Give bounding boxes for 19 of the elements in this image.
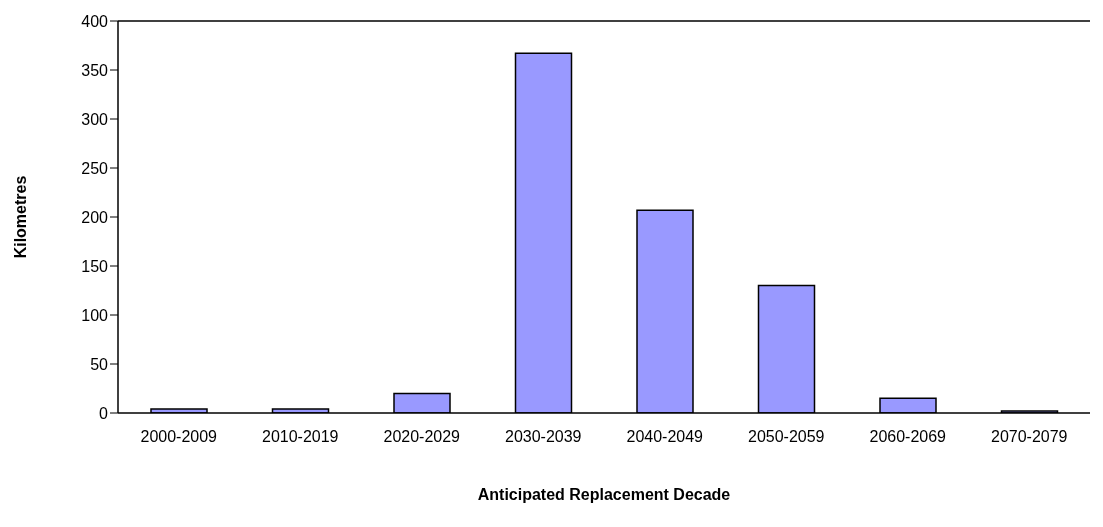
x-tick-label: 2050-2059 (747, 428, 825, 446)
x-tick-label: 2020-2029 (383, 428, 461, 446)
y-axis-title: Kilometres (11, 175, 29, 259)
y-tick-label: 350 (81, 61, 109, 79)
y-tick-label: 400 (81, 12, 109, 30)
y-tick-label: 50 (90, 355, 109, 373)
x-tick-label: 2040-2049 (626, 428, 704, 446)
x-tick-label: 2010-2019 (261, 428, 339, 446)
x-tick-label: 2000-2009 (140, 428, 218, 446)
x-tick-label: 2060-2069 (869, 428, 947, 446)
y-tick-label: 100 (81, 306, 109, 324)
y-tick-label: 150 (81, 257, 109, 275)
y-tick-label: 300 (81, 110, 109, 128)
y-tick-label: 200 (81, 208, 109, 226)
y-tick-label: 0 (99, 404, 109, 422)
x-tick-label: 2070-2079 (990, 428, 1068, 446)
x-tick-label: 2030-2039 (504, 428, 582, 446)
x-axis-title: Anticipated Replacement Decade (477, 486, 731, 503)
y-tick-label: 250 (81, 159, 109, 177)
